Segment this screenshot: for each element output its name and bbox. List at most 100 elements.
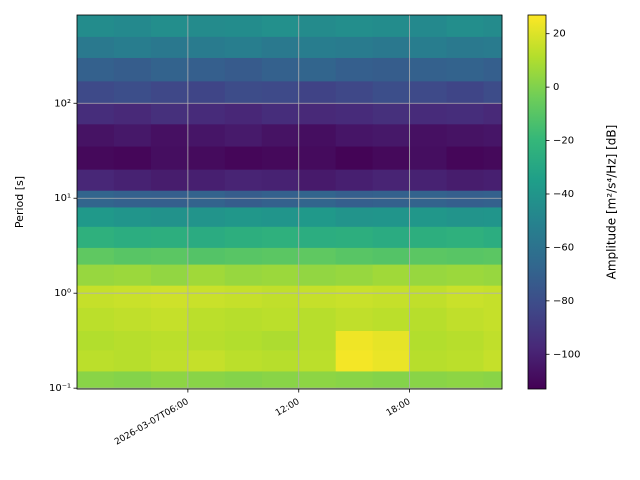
heatmap-cell — [298, 103, 337, 125]
heatmap-cell — [113, 57, 152, 82]
heatmap-cell — [150, 330, 189, 351]
heatmap-cell — [446, 350, 485, 372]
heatmap-cell — [261, 103, 300, 125]
heatmap-cell — [77, 146, 115, 171]
heatmap-cell — [187, 146, 226, 171]
heatmap-cell — [335, 264, 374, 287]
heatmap-cell — [483, 247, 503, 266]
heatmap-cell — [150, 190, 189, 208]
heatmap-cell — [298, 247, 337, 266]
heatmap-cell — [298, 264, 337, 287]
heatmap-cell — [187, 330, 226, 351]
heatmap-cell — [483, 330, 503, 351]
heatmap-cell — [261, 330, 300, 351]
heatmap-cell — [224, 226, 263, 249]
heatmap-cell — [372, 330, 411, 351]
heatmap-cell — [335, 247, 374, 266]
heatmap-cell — [224, 103, 263, 125]
heatmap-cell — [187, 307, 226, 332]
heatmap-cell — [335, 146, 374, 171]
heatmap-cell — [483, 103, 503, 125]
heatmap-cell — [409, 226, 448, 249]
heatmap-cell — [77, 350, 115, 372]
heatmap-cell — [150, 264, 189, 287]
heatmap-cell — [446, 124, 485, 148]
heatmap-cell — [483, 81, 503, 104]
heatmap-cell — [113, 264, 152, 287]
heatmap-cell — [113, 247, 152, 266]
heatmap-cell — [335, 124, 374, 148]
heatmap-cell — [150, 285, 189, 309]
heatmap-cell — [261, 307, 300, 332]
heatmap-cell — [298, 57, 337, 82]
heatmap-cell — [113, 103, 152, 125]
heatmap-cell — [409, 146, 448, 171]
heatmap-cell — [187, 247, 226, 266]
heatmap-cell — [409, 57, 448, 82]
heatmap-cell — [298, 207, 337, 228]
heatmap-cell — [335, 169, 374, 192]
y-tick-label: 10¹ — [54, 193, 71, 204]
y-tick-label: 10⁻¹ — [49, 383, 71, 394]
heatmap-cell — [224, 264, 263, 287]
heatmap-cell — [77, 103, 115, 125]
heatmap-cell — [446, 285, 485, 309]
heatmap-cell — [483, 15, 503, 38]
heatmap-cell — [335, 226, 374, 249]
heatmap-cell — [261, 57, 300, 82]
heatmap-cell — [372, 307, 411, 332]
heatmap-cell — [409, 36, 448, 59]
heatmap-cell — [446, 371, 485, 390]
heatmap-cell — [113, 124, 152, 148]
heatmap-cell — [372, 285, 411, 309]
heatmap-cell — [483, 190, 503, 208]
heatmap-cell — [446, 330, 485, 351]
colorbar-tick-label: −100 — [553, 349, 580, 360]
heatmap-cell — [113, 81, 152, 104]
heatmap-cell — [187, 264, 226, 287]
heatmap-cell — [372, 190, 411, 208]
heatmap-cell — [187, 124, 226, 148]
heatmap-cell — [335, 207, 374, 228]
y-tick-label: 10² — [54, 98, 71, 109]
heatmap-cell — [335, 307, 374, 332]
heatmap-cell — [298, 146, 337, 171]
heatmap-cell — [446, 226, 485, 249]
heatmap-cell — [77, 371, 115, 390]
heatmap-cell — [261, 264, 300, 287]
heatmap-cell — [187, 57, 226, 82]
heatmap-cell — [298, 15, 337, 38]
heatmap-cell — [409, 190, 448, 208]
heatmap-cell — [298, 307, 337, 332]
heatmap-cell — [150, 247, 189, 266]
heatmap-cell — [261, 169, 300, 192]
heatmap-cell — [372, 371, 411, 390]
heatmap-cell — [372, 264, 411, 287]
heatmap-cell — [409, 330, 448, 351]
heatmap-cell — [409, 169, 448, 192]
heatmap-cell — [298, 350, 337, 372]
heatmap-cell — [187, 103, 226, 125]
heatmap-cell — [335, 36, 374, 59]
heatmap-cell — [335, 350, 374, 372]
heatmap-cell — [335, 330, 374, 351]
heatmap-cell — [150, 169, 189, 192]
heatmap-cell — [77, 124, 115, 148]
heatmap-cell — [335, 285, 374, 309]
heatmap-cell — [150, 371, 189, 390]
heatmap-cell — [483, 57, 503, 82]
heatmap-cell — [483, 264, 503, 287]
heatmap-cell — [335, 190, 374, 208]
heatmap-cell — [113, 307, 152, 332]
heatmap-cell — [187, 36, 226, 59]
heatmap-cell — [261, 36, 300, 59]
heatmap-cell — [372, 57, 411, 82]
colorbar-tick-label: 0 — [553, 82, 559, 93]
heatmap-cell — [261, 190, 300, 208]
heatmap-cell — [150, 103, 189, 125]
heatmap-cell — [77, 190, 115, 208]
heatmap-cell — [261, 371, 300, 390]
plot-frame — [76, 14, 503, 390]
heatmap-cell — [113, 190, 152, 208]
heatmap-cell — [298, 226, 337, 249]
